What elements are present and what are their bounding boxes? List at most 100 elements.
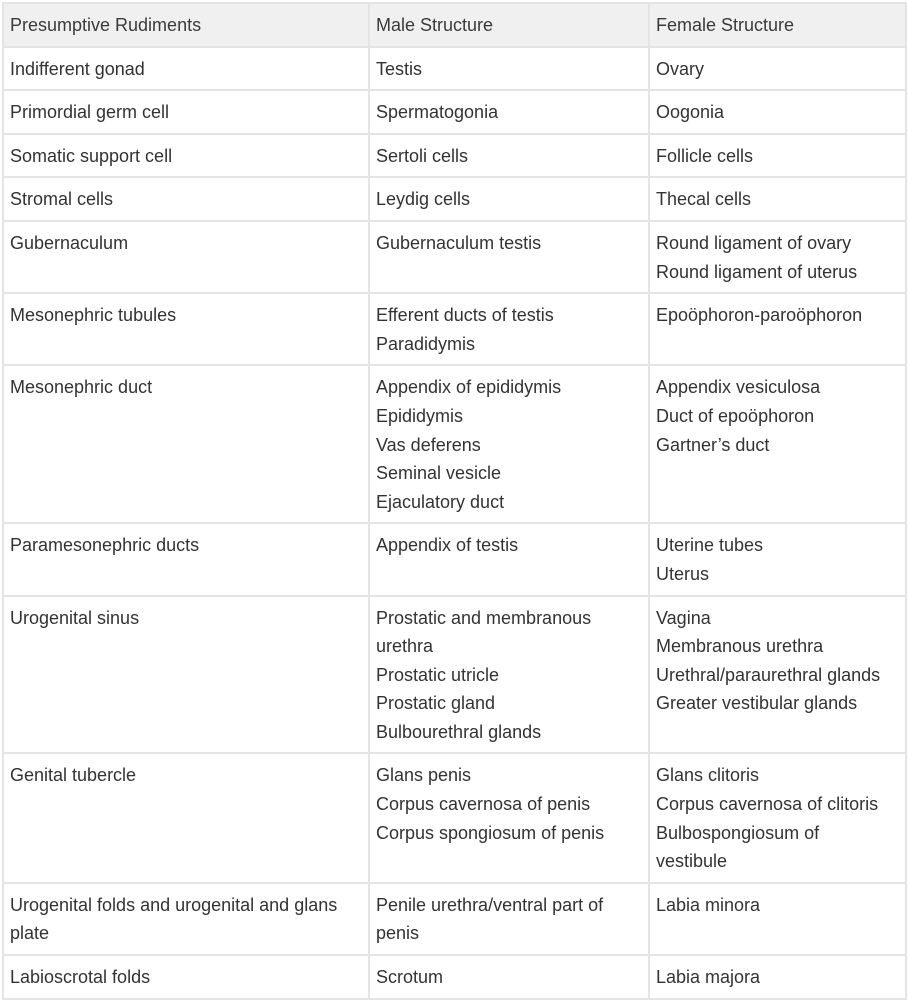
- male-structure-cell: Leydig cells: [368, 176, 650, 222]
- cell-text-line: Round ligament of ovary: [656, 232, 852, 253]
- cell-text-line: Testis: [376, 58, 423, 79]
- male-structure-cell: Testis: [368, 45, 650, 92]
- cell-text-line: Stromal cells: [10, 189, 114, 210]
- table-body: Indifferent gonad Testis Ovary Primordial g…: [2, 45, 907, 1000]
- cell-text-line: Duct of epoöphoron: [656, 405, 815, 426]
- cell-text-line: Uterine tubes: [656, 535, 764, 556]
- female-structure-cell: Labia minora: [648, 881, 907, 957]
- table-row: Urogenital folds and urogenital and glan…: [2, 881, 907, 957]
- cell-text-line: Oogonia: [656, 102, 725, 123]
- table-row: Stromal cells Leydig cells Thecal cells: [2, 176, 907, 222]
- male-structure-cell: Prostatic and membranous urethra Prostatic…: [368, 594, 650, 755]
- rudiment-cell: Indifferent gonad: [2, 45, 370, 92]
- cell-text-line: Labioscrotal folds: [10, 967, 151, 988]
- cell-text-line: Labia majora: [656, 967, 761, 988]
- cell-text-line: Vagina: [656, 607, 711, 628]
- cell-text-line: Round ligament of uterus: [656, 261, 858, 282]
- cell-text-line: Corpus cavernosa of clitoris: [656, 794, 879, 815]
- rudiment-cell: Mesonephric tubules: [2, 292, 370, 367]
- cell-text-line: Corpus spongiosum of penis: [376, 822, 605, 843]
- cell-text-line: Mesonephric duct: [10, 377, 153, 398]
- cell-text-line: Appendix of testis: [376, 535, 519, 556]
- female-structure-cell: Follicle cells: [648, 132, 907, 179]
- female-structure-cell: Uterine tubes Uterus: [648, 522, 907, 597]
- cell-text-line: Vas deferens: [376, 434, 481, 455]
- header-male-structure: Male Structure: [368, 2, 650, 48]
- rudiment-cell: Mesonephric duct: [2, 364, 370, 525]
- table-row: Mesonephric tubules Efferent ducts of tes…: [2, 292, 907, 367]
- cell-text-line: Greater vestibular glands: [656, 693, 858, 714]
- cell-text-line: Genital tubercle: [10, 765, 137, 786]
- cell-text-line: Ovary: [656, 58, 705, 79]
- female-structure-cell: Round ligament of ovary Round ligament of…: [648, 219, 907, 295]
- cell-text-line: Gartner’s duct: [656, 434, 770, 455]
- cell-text-line: Glans penis: [376, 765, 472, 786]
- male-structure-cell: Efferent ducts of testis Paradidymis: [368, 292, 650, 367]
- cell-text-line: Spermatogonia: [376, 102, 499, 123]
- female-structure-cell: Ovary: [648, 45, 907, 92]
- cell-text-line: Membranous urethra: [656, 636, 824, 657]
- male-structure-cell: Sertoli cells: [368, 132, 650, 179]
- rudiment-cell: Stromal cells: [2, 176, 370, 222]
- female-structure-cell: Appendix vesiculosa Duct of epoöphoron Gar…: [648, 364, 907, 525]
- cell-text-line: Urogenital sinus: [10, 607, 140, 628]
- cell-text-line: Primordial germ cell: [10, 102, 170, 123]
- male-structure-cell: Spermatogonia: [368, 89, 650, 135]
- cell-text-line: Seminal vesicle: [376, 463, 502, 484]
- female-structure-cell: Thecal cells: [648, 176, 907, 222]
- table-row: Somatic support cell Sertoli cells Follicl…: [2, 132, 907, 179]
- cell-text-line: Appendix of epididymis: [376, 377, 562, 398]
- male-structure-cell: Penile urethra/ventral part of penis: [368, 881, 650, 957]
- table-row: Indifferent gonad Testis Ovary: [2, 45, 907, 92]
- cell-text-line: Gubernaculum: [10, 232, 129, 253]
- table-row: Primordial germ cell Spermatogonia Oogonia: [2, 89, 907, 135]
- rudiment-cell: Somatic support cell: [2, 132, 370, 179]
- rudiment-cell: Paramesonephric ducts: [2, 522, 370, 597]
- cell-text-line: Corpus cavernosa of penis: [376, 794, 591, 815]
- table-row: Labioscrotal folds Scrotum Labia majora: [2, 954, 907, 1000]
- rudiment-cell: Labioscrotal folds: [2, 954, 370, 1000]
- table-row: Paramesonephric ducts Appendix of testis U…: [2, 522, 907, 597]
- rudiment-cell: Primordial germ cell: [2, 89, 370, 135]
- cell-text-line: Somatic support cell: [10, 145, 173, 166]
- male-structure-cell: Appendix of epididymis Epididymis Vas defe…: [368, 364, 650, 525]
- cell-text-line: Prostatic and membranous: [376, 607, 592, 628]
- cell-text-line: Paramesonephric ducts: [10, 535, 200, 556]
- cell-text-line: Ejaculatory duct: [376, 491, 505, 512]
- male-structure-cell: Appendix of testis: [368, 522, 650, 597]
- female-structure-cell: Oogonia: [648, 89, 907, 135]
- cell-text-line: plate: [10, 923, 50, 944]
- cell-text-line: Indifferent gonad: [10, 58, 145, 79]
- cell-text-line: Uterus: [656, 563, 710, 584]
- cell-text-line: Urethral/paraurethral glands: [656, 664, 881, 685]
- table-row: Urogenital sinus Prostatic and membranous…: [2, 594, 907, 755]
- cell-text-line: Labia minora: [656, 894, 761, 915]
- table-row: Gubernaculum Gubernaculum testis Round lig…: [2, 219, 907, 295]
- header-female-structure: Female Structure: [648, 2, 907, 48]
- cell-text-line: Thecal cells: [656, 189, 752, 210]
- header-presumptive-rudiments: Presumptive Rudiments: [2, 2, 370, 48]
- cell-text-line: Epoöphoron-paroöphoron: [656, 305, 863, 326]
- female-structure-cell: Epoöphoron-paroöphoron: [648, 292, 907, 367]
- female-structure-cell: Vagina Membranous urethra Urethral/paraure…: [648, 594, 907, 755]
- cell-text-line: Efferent ducts of testis: [376, 305, 554, 326]
- cell-text-line: urethra: [376, 636, 434, 657]
- male-structure-cell: Glans penis Corpus cavernosa of penis Corp…: [368, 752, 650, 884]
- cell-text-line: Urogenital folds and urogenital and glan…: [10, 894, 338, 915]
- female-structure-cell: Glans clitoris Corpus cavernosa of clitor…: [648, 752, 907, 884]
- cell-text-line: Paradidymis: [376, 333, 476, 354]
- cell-text-line: Prostatic utricle: [376, 664, 500, 685]
- cell-text-line: Epididymis: [376, 405, 464, 426]
- male-structure-cell: Gubernaculum testis: [368, 219, 650, 295]
- cell-text-line: Follicle cells: [656, 145, 754, 166]
- cell-text-line: Bulbourethral glands: [376, 721, 542, 742]
- cell-text-line: Scrotum: [376, 967, 444, 988]
- cell-text-line: Penile urethra/ventral part of: [376, 894, 604, 915]
- cell-text-line: Mesonephric tubules: [10, 305, 177, 326]
- table-header-row: Presumptive Rudiments Male Structure Fem…: [2, 2, 907, 48]
- cell-text-line: penis: [376, 923, 420, 944]
- cell-text-line: Glans clitoris: [656, 765, 760, 786]
- cell-text-line: Appendix vesiculosa: [656, 377, 821, 398]
